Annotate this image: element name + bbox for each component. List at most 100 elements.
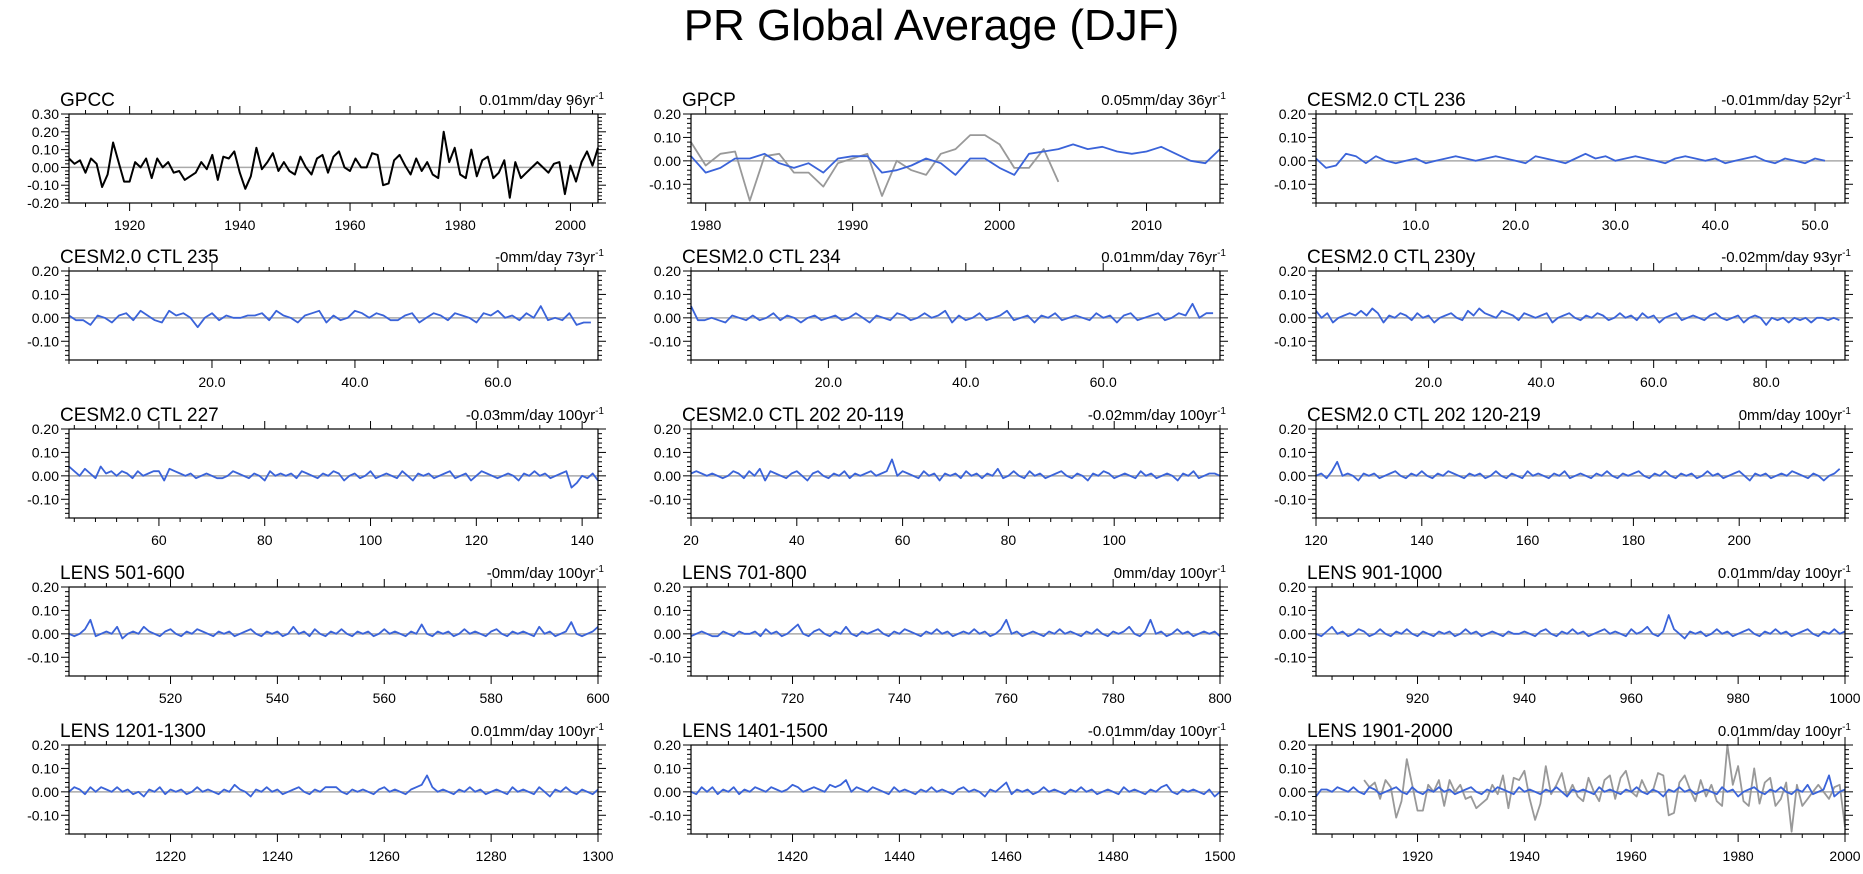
y-tick-label: 0.30 [32,106,59,122]
plot-frame [690,270,1221,361]
series-line-model [1315,307,1840,326]
plot-frame [68,744,599,835]
panel: CESM2.0 CTL 202 20-119 -0.02mm/day 100yr-… [649,405,1228,548]
panel-title: CESM2.0 CTL 227 [60,405,219,426]
y-tick-label: 0.00 [32,626,59,642]
panel: GPCP 0.05mm/day 36yr-1 0.20 0.10 0.00 -0.10 19… [649,90,1228,233]
y-tick-label: 0.20 [32,421,59,437]
series-line-model [690,618,1221,638]
trend-label: -0.01mm/day 52yr-1 [1721,91,1851,109]
trend-label: -0.03mm/day 100yr-1 [466,406,605,424]
x-tick-label: 1990 [837,217,868,233]
x-tick-label: 160 [1516,532,1540,548]
y-tick-label: 0.10 [1279,602,1306,618]
x-tick-label: 1980 [1723,848,1754,864]
x-tick-label: 40.0 [341,374,368,390]
panel-title: CESM2.0 CTL 234 [682,247,841,268]
x-tick-label: 780 [1101,690,1125,706]
plot-frame [68,270,599,361]
trend-label: -0.01mm/day 100yr-1 [1088,722,1227,740]
y-tick-label: 0.00 [1279,626,1306,642]
panel-title: LENS 1201-1300 [60,721,206,742]
x-tick-label: 720 [781,690,805,706]
y-tick-label: 0.10 [654,760,681,776]
x-tick-label: 10.0 [1402,217,1429,233]
y-tick-label: 0.10 [32,142,59,158]
y-tick-label: 0.20 [654,737,681,753]
series-line-model [1315,152,1826,169]
y-tick-label: -0.10 [1274,333,1306,349]
y-tick-label: 0.00 [1279,468,1306,484]
panel-title: LENS 701-800 [682,563,807,584]
panel-title: CESM2.0 CTL 235 [60,247,219,268]
plot-frame [68,113,599,204]
x-tick-label: 980 [1726,690,1750,706]
x-tick-label: 920 [1406,690,1430,706]
panel: LENS 901-1000 0.01mm/day 100yr-1 0.20 0.10 0… [1274,563,1861,706]
series-line-model [68,465,599,489]
trend-label: -0.02mm/day 100yr-1 [1088,406,1227,424]
panel-title: CESM2.0 CTL 236 [1307,90,1466,111]
series-line-model [68,774,599,798]
x-tick-label: 1000 [1829,690,1860,706]
x-tick-label: 20.0 [198,374,225,390]
x-tick-label: 120 [465,532,489,548]
series-line-model [690,458,1221,482]
panel: LENS 501-600 -0mm/day 100yr-1 0.20 0.10 0.00… [27,563,610,706]
y-tick-label: -0.10 [1274,491,1306,507]
plot-frame [690,744,1221,835]
trend-label: 0.01mm/day 76yr-1 [1101,248,1226,266]
y-tick-label: 0.20 [32,263,59,279]
panel: GPCC 0.01mm/day 96yr-1 0.30 0.20 0.100.00 -0.… [27,90,606,233]
x-tick-label: 140 [570,532,594,548]
x-tick-label: 1260 [369,848,400,864]
x-tick-label: 30.0 [1602,217,1629,233]
x-tick-label: 2010 [1131,217,1162,233]
series-line-model [690,779,1221,798]
y-tick-label: -0.10 [649,333,681,349]
y-tick-label: 0.20 [1279,737,1306,753]
y-tick-label: 0.00 [1279,784,1306,800]
y-tick-label: 0.20 [654,106,681,122]
y-tick-label: 0.20 [32,124,59,140]
panel: CESM2.0 CTL 236 -0.01mm/day 52yr-1 0.20 0.1… [1274,90,1853,233]
x-tick-label: 60.0 [1640,374,1667,390]
trend-label: 0mm/day 100yr-1 [1114,564,1227,582]
y-tick-label: 0.00 [654,310,681,326]
y-tick-label: 0.00 [32,784,59,800]
panel: LENS 1901-2000 0.01mm/day 100yr-1 0.20 0.10… [1274,721,1861,864]
y-tick-label: 0.20 [1279,263,1306,279]
y-tick-label: 0.00 [654,153,681,169]
x-tick-label: 40.0 [1702,217,1729,233]
y-tick-label: 0.00 [32,468,59,484]
x-tick-label: 200 [1728,532,1752,548]
x-tick-label: 1240 [262,848,293,864]
y-tick-label: 0.20 [32,579,59,595]
y-tick-label: 0.00 [1279,310,1306,326]
y-tick-label: -0.10 [27,807,59,823]
plot-frame [1315,270,1846,361]
y-tick-label: -0.10 [649,176,681,192]
series-line-observed [68,130,599,199]
panel-title: LENS 501-600 [60,563,185,584]
figure-title: PR Global Average (DJF) [683,1,1180,50]
trend-label: -0.02mm/day 93yr-1 [1721,248,1851,266]
y-tick-label: -0.10 [1274,176,1306,192]
trend-label: 0.05mm/day 36yr-1 [1101,91,1226,109]
y-tick-label: 0.10 [654,602,681,618]
panel-title: GPCP [682,90,736,111]
panel-title: CESM2.0 CTL 202 120-219 [1307,405,1541,426]
panel: LENS 1401-1500 -0.01mm/day 100yr-1 0.20 0.1… [649,721,1236,864]
series-line-model [68,618,599,640]
y-tick-label: -0.10 [27,649,59,665]
x-tick-label: 1940 [1509,848,1540,864]
panel-title: CESM2.0 CTL 230y [1307,247,1476,268]
x-tick-label: 20 [683,532,699,548]
panel-title: LENS 1401-1500 [682,721,828,742]
x-tick-label: 1980 [445,217,476,233]
series-line-model [68,305,591,329]
plot-frame [690,586,1221,677]
panel-title: CESM2.0 CTL 202 20-119 [682,405,904,426]
series-line-model [1315,614,1846,640]
